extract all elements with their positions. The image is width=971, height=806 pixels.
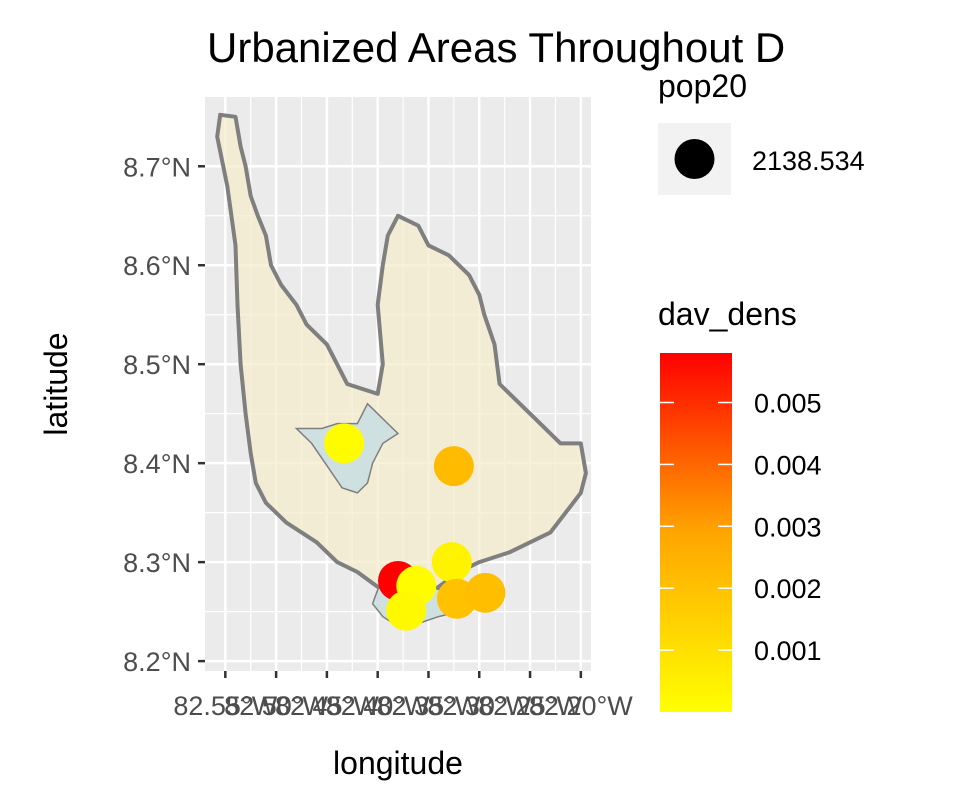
- x-tick-label: 82.20°W: [529, 691, 633, 721]
- colorbar-tick-label: 0.004: [754, 450, 822, 480]
- size-legend-symbol: [674, 139, 715, 179]
- y-tick-label: 8.3°N: [123, 548, 191, 578]
- color-legend: dav_dens 0.005 0.004 0.003 0.002 0.001: [658, 296, 822, 712]
- x-tick-label: 82.40°W: [326, 691, 430, 721]
- colorbar-ticks: 0.005 0.004 0.003 0.002 0.001: [660, 389, 822, 666]
- y-tick-label: 8.2°N: [123, 647, 191, 677]
- color-legend-title: dav_dens: [658, 296, 797, 332]
- data-point: [431, 542, 472, 583]
- y-tick-label: 8.7°N: [123, 152, 191, 182]
- x-tick-label: 82.35°W: [377, 691, 481, 721]
- y-tick-label: 8.5°N: [123, 350, 191, 380]
- x-axis-ticks: 82.55°W82.50°W82.45°W82.40°W82.35°W82.30…: [173, 671, 633, 721]
- x-tick-label: 82.25°W: [478, 691, 582, 721]
- x-tick-label: 82.45°W: [275, 691, 379, 721]
- size-legend-title: pop20: [658, 68, 747, 104]
- x-tick-label: 82.55°W: [173, 691, 277, 721]
- x-tick-label: 82.50°W: [224, 691, 328, 721]
- x-axis-title: longitude: [333, 745, 463, 781]
- data-points: [324, 423, 506, 631]
- data-point: [465, 572, 506, 613]
- colorbar-tick-label: 0.002: [754, 574, 822, 604]
- size-legend: pop20 2138.534: [658, 68, 865, 195]
- y-tick-label: 8.6°N: [123, 251, 191, 281]
- data-point: [386, 590, 427, 631]
- chart-title: Urbanized Areas Throughout D: [207, 24, 785, 71]
- y-tick-label: 8.4°N: [123, 449, 191, 479]
- colorbar: [660, 353, 732, 712]
- y-axis-ticks: 8.2°N 8.3°N 8.4°N 8.5°N 8.6°N 8.7°N: [123, 152, 205, 677]
- data-point: [433, 446, 474, 487]
- y-axis-title: latitude: [38, 332, 74, 435]
- x-tick-label: 82.30°W: [427, 691, 531, 721]
- colorbar-tick-label: 0.005: [754, 389, 822, 419]
- colorbar-tick-label: 0.001: [754, 636, 822, 666]
- size-legend-label: 2138.534: [752, 146, 865, 176]
- data-point: [324, 423, 365, 464]
- district-boundary: [215, 112, 588, 604]
- colorbar-tick-label: 0.003: [754, 512, 822, 542]
